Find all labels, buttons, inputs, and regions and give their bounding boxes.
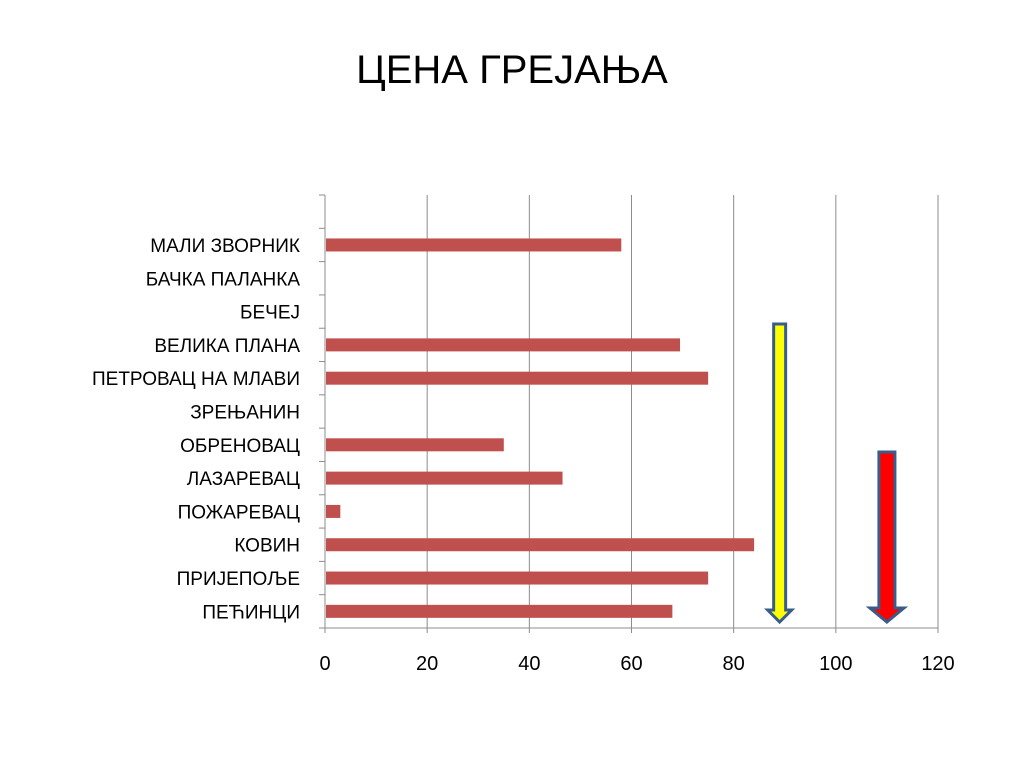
axes: [319, 194, 939, 633]
bar: [326, 504, 341, 518]
bar: [326, 571, 709, 585]
category-label: ВЕЛИКА ПЛАНА: [154, 336, 300, 357]
bar: [326, 338, 681, 352]
category-label: БЕЧЕЈ: [240, 303, 300, 324]
x-tick-label: 80: [723, 653, 745, 675]
tick-labels: 0 20 40 60 80 100 120: [319, 653, 954, 675]
category-label: МАЛИ ЗВОРНИК: [150, 236, 300, 257]
chart-title: ЦЕНА ГРЕЈАЊА: [356, 48, 668, 92]
category-label: ЛАЗАРЕВАЦ: [187, 469, 300, 490]
yellow-arrow-icon: [764, 322, 796, 625]
red-arrow-icon: [865, 450, 909, 624]
bar: [326, 604, 673, 618]
category-label: ПРИЈЕПОЉЕ: [177, 569, 300, 590]
x-tick-label: 20: [416, 653, 438, 675]
grid: [426, 195, 939, 628]
category-label: КОВИН: [234, 536, 300, 557]
bar: [326, 438, 504, 452]
category-label: ПОЖАРЕВАЦ: [178, 502, 300, 523]
x-tick-label: 0: [319, 653, 330, 675]
x-tick-label: 40: [518, 653, 540, 675]
category-label: ОБРЕНОВАЦ: [180, 436, 300, 457]
x-tick-label: 60: [620, 653, 642, 675]
bar: [326, 471, 563, 485]
annotations: [764, 322, 909, 625]
x-tick-label: 100: [819, 653, 852, 675]
bar: [326, 371, 709, 385]
category-labels: ПЕЋИНЦИ ПРИЈЕПОЉЕ КОВИН ПОЖАРЕВАЦ ЛАЗАРЕВАЦ О…: [92, 236, 300, 623]
category-label: БАЧКА ПАЛАНКА: [146, 269, 301, 290]
x-tick-label: 120: [921, 653, 954, 675]
bars: [326, 238, 755, 618]
category-label: ЗРЕЊАНИН: [190, 403, 300, 424]
bar: [326, 538, 755, 552]
category-label: ПЕЋИНЦИ: [202, 602, 300, 623]
bar: [326, 238, 622, 252]
category-label: ПЕТРОВАЦ НА МЛАВИ: [92, 369, 300, 390]
